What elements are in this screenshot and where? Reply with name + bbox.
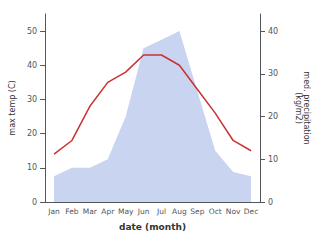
svg-text:Jun: Jun xyxy=(137,207,150,216)
svg-text:Dec: Dec xyxy=(244,207,259,216)
svg-text:40: 40 xyxy=(27,61,37,70)
svg-text:Nov: Nov xyxy=(226,207,241,216)
svg-text:Jul: Jul xyxy=(156,207,166,216)
svg-text:Mar: Mar xyxy=(83,207,98,216)
svg-text:30: 30 xyxy=(27,95,37,104)
svg-text:20: 20 xyxy=(268,112,278,121)
svg-text:Apr: Apr xyxy=(101,207,115,216)
svg-text:date (month): date (month) xyxy=(119,222,186,232)
svg-text:20: 20 xyxy=(27,129,37,138)
svg-text:50: 50 xyxy=(27,27,37,36)
svg-text:Feb: Feb xyxy=(65,207,79,216)
svg-text:(kg/m2): (kg/m2) xyxy=(294,92,303,124)
svg-text:med. precipitation: med. precipitation xyxy=(301,71,311,145)
svg-text:Sep: Sep xyxy=(190,207,204,216)
svg-text:May: May xyxy=(118,207,134,216)
svg-text:30: 30 xyxy=(268,69,278,78)
svg-text:max temp (C): max temp (C) xyxy=(8,80,17,135)
svg-text:Aug: Aug xyxy=(172,207,187,216)
svg-text:0: 0 xyxy=(268,198,273,207)
svg-text:10: 10 xyxy=(27,163,37,172)
svg-text:40: 40 xyxy=(268,27,278,36)
svg-text:Oct: Oct xyxy=(209,207,222,216)
svg-text:10: 10 xyxy=(268,155,278,164)
svg-text:Jan: Jan xyxy=(47,207,60,216)
svg-text:0: 0 xyxy=(32,198,37,207)
